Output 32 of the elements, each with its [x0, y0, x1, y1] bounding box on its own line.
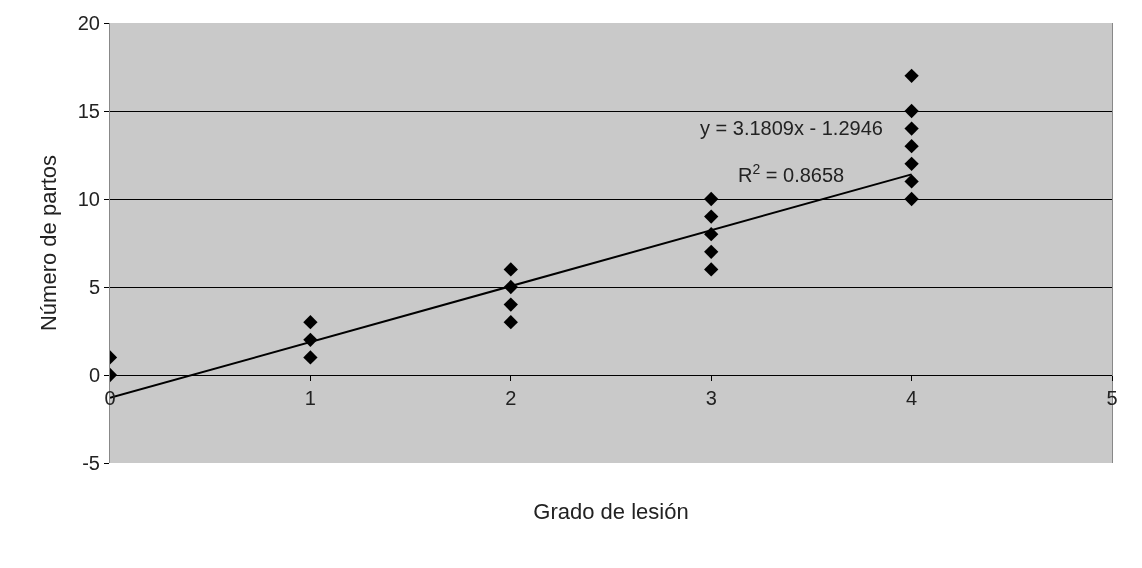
point [303, 350, 318, 365]
y-tick-label: 20 [77, 12, 100, 34]
annotation: R$^{2}$ = 0.8658 [738, 161, 845, 187]
point [904, 103, 919, 119]
y-tick-label: 15 [77, 100, 100, 122]
x-tick-label: 2 [505, 387, 517, 409]
point [704, 191, 719, 207]
point [704, 244, 719, 259]
x-tick-label: 3 [705, 387, 717, 409]
y-tick-label: 5 [88, 276, 100, 298]
x-tick-label: 0 [104, 387, 116, 409]
y-tick-label: 10 [77, 188, 100, 210]
point [904, 121, 919, 136]
x-tick-label: 4 [906, 387, 918, 409]
point [303, 315, 318, 330]
point [503, 297, 518, 312]
point [503, 262, 518, 277]
point [704, 209, 719, 224]
y-tick-label: 0 [88, 364, 100, 386]
x-axis-title: Grado de lesión [533, 498, 689, 524]
x-tick-label: 1 [304, 387, 316, 409]
annotation: y = 3.1809x - 1.2946 [700, 117, 883, 139]
y-tick-label: -5 [82, 452, 100, 474]
point [904, 191, 919, 207]
point [704, 262, 719, 277]
point [904, 156, 919, 171]
point [503, 315, 518, 330]
point [904, 174, 919, 189]
x-tick-label: 5 [1106, 387, 1118, 409]
point [904, 68, 919, 83]
y-axis-title: Número de partos [35, 154, 61, 332]
point [904, 139, 919, 154]
